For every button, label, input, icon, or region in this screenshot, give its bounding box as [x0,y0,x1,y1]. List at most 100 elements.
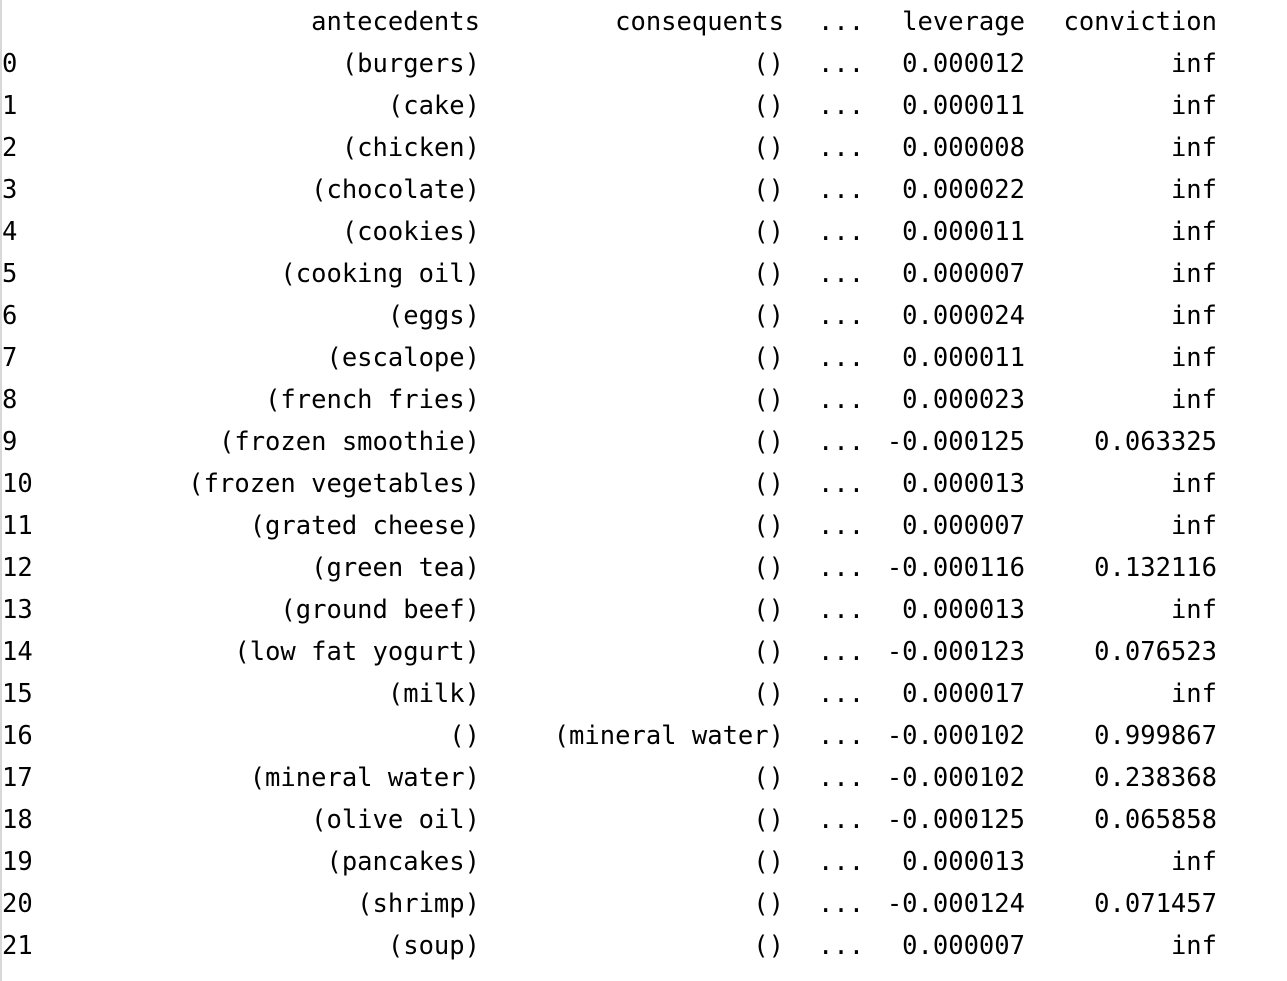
cell-antecedents: (frozen vegetables) [188,469,480,499]
cell-index: 16 [2,721,33,751]
cell-antecedents: (frozen smoothie) [219,427,480,457]
cell-consequents: () [753,91,784,121]
cell-ellipsis: ... [818,91,865,121]
cell-index: 10 [2,469,33,499]
cell-conviction: inf [1170,595,1217,625]
cell-leverage: 0.000011 [902,91,1025,121]
cell-antecedents: (escalope) [326,343,480,373]
cell-consequents: () [753,847,784,877]
cell-antecedents: (mineral water) [249,763,480,793]
header-leverage: leverage [902,7,1025,37]
cell-leverage: -0.000124 [886,889,1025,919]
cell-index: 5 [2,259,18,289]
cell-index: 2 [2,133,18,163]
cell-leverage: 0.000012 [902,49,1025,79]
cell-ellipsis: ... [818,133,865,163]
cell-conviction: inf [1170,259,1217,289]
cell-antecedents: (cookies) [341,217,480,247]
cell-leverage: 0.000024 [902,301,1025,331]
table-row: 12 (green tea) ()... -0.000116 0.132116 [0,547,1287,589]
cell-consequents: () [753,679,784,709]
cell-consequents: () [753,553,784,583]
cell-leverage: 0.000013 [902,595,1025,625]
cell-conviction: inf [1170,511,1217,541]
cell-index: 3 [2,175,18,205]
cell-antecedents: (olive oil) [311,805,480,835]
cell-conviction: inf [1170,175,1217,205]
table-row: 13 (ground beef) ()... 0.000013 inf [0,589,1287,631]
cell-consequents: () [753,175,784,205]
table-row: 14 (low fat yogurt) ()... -0.000123 0.076523 [0,631,1287,673]
cell-consequents: (mineral water) [553,721,784,751]
cell-index: 13 [2,595,33,625]
cell-leverage: 0.000017 [902,679,1025,709]
cell-ellipsis: ... [818,259,865,289]
cell-leverage: -0.000123 [886,637,1025,667]
table-row: 5 (cooking oil) ()... 0.000007 inf [0,253,1287,295]
cell-ellipsis: ... [818,343,865,373]
cell-consequents: () [753,763,784,793]
cell-index: 7 [2,343,18,373]
cell-index: 6 [2,301,18,331]
cell-index: 17 [2,763,33,793]
cell-ellipsis: ... [818,931,865,961]
cell-antecedents: (shrimp) [357,889,480,919]
cell-leverage: 0.000007 [902,931,1025,961]
cell-ellipsis: ... [818,763,865,793]
cell-consequents: () [753,931,784,961]
cell-consequents: () [753,343,784,373]
cell-ellipsis: ... [818,217,865,247]
cell-consequents: () [753,427,784,457]
cell-consequents: () [753,595,784,625]
table-row: 16 () (mineral water)... -0.000102 0.999867 [0,715,1287,757]
cell-conviction: inf [1170,469,1217,499]
table-row: 10 (frozen vegetables) ()... 0.000013 inf [0,463,1287,505]
cell-ellipsis: ... [818,595,865,625]
cell-leverage: -0.000125 [886,805,1025,835]
table-row: 20 (shrimp) ()... -0.000124 0.071457 [0,883,1287,925]
table-row: 1 (cake) ()... 0.000011 inf [0,85,1287,127]
header-row: antecedents consequents ... leverage con… [0,1,1287,43]
cell-leverage: -0.000116 [886,553,1025,583]
cell-ellipsis: ... [818,805,865,835]
cell-antecedents: (chicken) [341,133,480,163]
cell-consequents: () [753,133,784,163]
cell-index: 12 [2,553,33,583]
cell-ellipsis: ... [818,49,865,79]
cell-conviction: 0.071457 [1094,889,1217,919]
cell-index: 15 [2,679,33,709]
cell-ellipsis: ... [818,553,865,583]
cell-consequents: () [753,301,784,331]
cell-conviction: 0.065858 [1094,805,1217,835]
cell-consequents: () [753,49,784,79]
cell-ellipsis: ... [818,721,865,751]
table-row: 2 (chicken) ()... 0.000008 inf [0,127,1287,169]
table-row: 11 (grated cheese) ()... 0.000007 inf [0,505,1287,547]
cell-consequents: () [753,511,784,541]
cell-leverage: 0.000013 [902,847,1025,877]
cell-index: 9 [2,427,18,457]
cell-ellipsis: ... [818,175,865,205]
cell-consequents: () [753,637,784,667]
cell-conviction: inf [1170,133,1217,163]
cell-conviction: 0.063325 [1094,427,1217,457]
cell-index: 19 [2,847,33,877]
cell-conviction: inf [1170,217,1217,247]
cell-antecedents: (soup) [387,931,480,961]
cell-index: 8 [2,385,18,415]
cell-consequents: () [753,259,784,289]
header-ellipsis: ... [818,7,865,37]
cell-antecedents: (green tea) [311,553,480,583]
cell-antecedents: (burgers) [341,49,480,79]
cell-leverage: -0.000102 [886,721,1025,751]
cell-consequents: () [753,469,784,499]
cell-leverage: 0.000007 [902,511,1025,541]
cell-ellipsis: ... [818,889,865,919]
table-row: 0 (burgers) ()... 0.000012 inf [0,43,1287,85]
cell-antecedents: (chocolate) [311,175,480,205]
cell-index: 20 [2,889,33,919]
table-row: 8 (french fries) ()... 0.000023 inf [0,379,1287,421]
cell-leverage: 0.000022 [902,175,1025,205]
cell-ellipsis: ... [818,847,865,877]
cell-antecedents: (ground beef) [280,595,480,625]
